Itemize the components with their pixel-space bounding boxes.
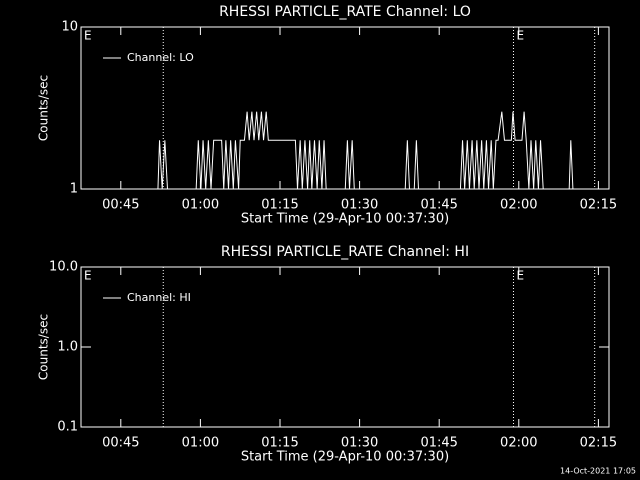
x-tick-label: 01:15 (261, 436, 298, 451)
x-tick-label: 01:30 (341, 436, 378, 451)
y-tick-label: 1 (70, 182, 78, 197)
event-label: E (516, 269, 524, 283)
data-line (81, 111, 609, 190)
legend-label: Channel: LO (127, 51, 194, 64)
x-tick-label: 01:30 (341, 198, 378, 213)
legend-label: Channel: HI (127, 291, 191, 304)
x-tick-label: 01:15 (261, 198, 298, 213)
footer-date: 14-Oct-2021 17:05 (560, 467, 636, 476)
event-label: E (516, 29, 524, 43)
y-tick-label: 10.0 (49, 260, 78, 275)
x-tick-label: 02:00 (500, 436, 537, 451)
x-tick-label: 01:00 (182, 198, 219, 213)
x-tick-label: 02:15 (580, 198, 617, 213)
event-label: E (84, 269, 92, 283)
x-tick-label: 00:45 (102, 198, 139, 213)
y-axis-label: Counts/sec (37, 314, 51, 380)
x-axis-label: Start Time (29-Apr-10 00:37:30) (241, 212, 449, 227)
y-axis-label: Counts/sec (37, 75, 51, 141)
y-tick-label: 10 (61, 20, 78, 35)
y-tick-label: 1.0 (57, 340, 78, 355)
x-tick-label: 01:45 (420, 436, 457, 451)
x-tick-label: 01:00 (182, 436, 219, 451)
chart-title: RHESSI PARTICLE_RATE Channel: LO (219, 4, 471, 20)
x-tick-label: 02:15 (580, 436, 617, 451)
x-tick-label: 01:45 (420, 198, 457, 213)
y-tick-label: 0.1 (57, 420, 78, 435)
x-axis-label: Start Time (29-Apr-10 00:37:30) (241, 450, 449, 465)
event-label: E (84, 29, 92, 43)
chart-title: RHESSI PARTICLE_RATE Channel: HI (221, 244, 469, 260)
x-tick-label: 00:45 (102, 436, 139, 451)
x-tick-label: 02:00 (500, 198, 537, 213)
